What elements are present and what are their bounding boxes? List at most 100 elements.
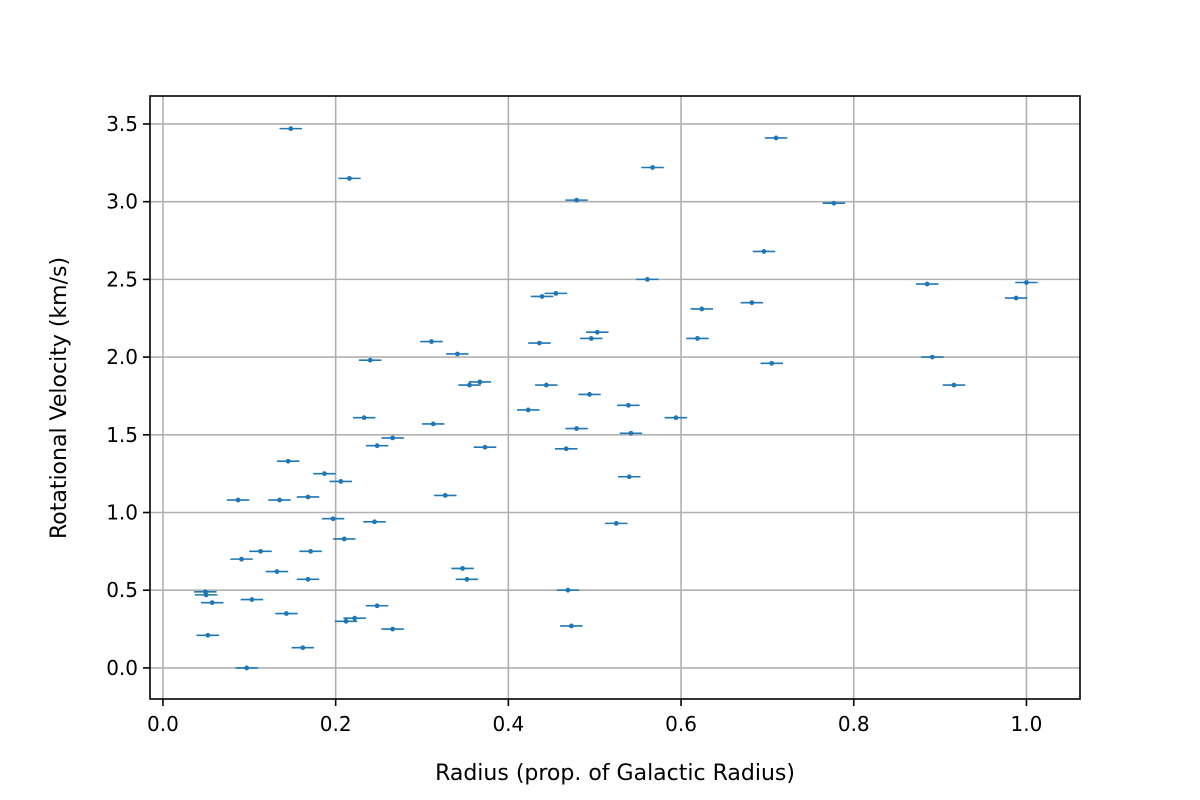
data-point [194,592,218,598]
data-point [530,294,554,299]
data-point [605,520,628,526]
point-marker [305,576,311,582]
point-marker [831,200,837,206]
data-point [516,407,540,413]
point-marker [924,281,930,287]
data-point [352,415,376,421]
data-point [565,426,588,431]
point-marker [625,402,631,408]
point-marker [429,339,434,344]
data-point [200,600,224,606]
point-marker [628,430,634,436]
data-point [554,446,578,452]
data-point [299,548,322,554]
point-marker [588,336,594,341]
data-point [580,336,603,341]
point-marker [308,548,314,554]
point-marker [613,520,619,526]
point-marker [209,600,215,606]
data-point [617,402,640,408]
data-point [544,290,568,296]
data-point [664,415,688,421]
y-tick-label: 0.5 [106,578,138,602]
y-tick-label: 3.5 [106,112,138,136]
point-marker [1024,280,1029,285]
data-point [196,632,220,638]
point-marker [274,569,280,574]
y-tick-label: 3.0 [106,190,138,214]
data-point [451,566,474,571]
data-point [740,300,764,306]
data-point [296,576,320,582]
x-tick-label: 0.0 [147,712,179,736]
data-point [321,516,345,522]
y-tick-label: 2.0 [106,345,138,369]
x-axis-label: Radius (prop. of Galactic Radius) [435,761,795,786]
point-marker [239,556,244,562]
point-marker [305,494,311,500]
data-point [915,281,939,287]
point-marker [543,382,549,388]
data-point [279,126,302,132]
data-point [458,382,481,388]
data-point [334,618,358,624]
data-point [473,444,497,450]
point-marker [482,444,488,450]
point-marker [539,294,545,299]
point-marker [563,446,569,452]
point-marker [644,276,650,282]
point-marker [249,597,255,602]
data-point [422,421,445,427]
y-tick-label: 1.0 [106,501,138,525]
data-point [619,430,643,436]
data-point [265,569,289,574]
point-marker [284,611,289,616]
point-marker [442,493,448,498]
x-tick-label: 0.8 [838,712,870,736]
data-point [535,382,558,388]
point-marker [695,336,700,341]
point-marker [626,474,632,480]
data-point [381,626,404,632]
data-point [760,360,783,366]
point-marker [300,645,306,651]
data-point [226,497,250,503]
data-point [586,329,609,335]
data-point [381,435,404,441]
point-marker [330,516,336,522]
data-point [686,336,709,341]
point-marker [341,536,347,542]
point-marker [347,175,352,181]
point-marker [467,382,472,388]
point-marker [258,548,263,554]
point-marker [235,497,241,503]
data-point [275,611,298,616]
point-marker [769,360,775,366]
data-point [752,249,776,254]
data-point [434,493,457,498]
y-axis-ticks: 0.0 0.5 1.0 1.5 2.0 2.5 3.0 3.5 [106,112,150,680]
x-tick-label: 1.0 [1011,712,1043,736]
point-marker [929,354,935,360]
data-point [268,497,291,503]
point-marker [390,435,396,441]
point-marker [699,306,705,312]
data-point [235,665,258,671]
data-point [420,339,443,344]
data-point [276,458,300,464]
data-point [565,197,588,203]
point-marker [565,587,571,593]
data-point [528,340,551,346]
point-marker [343,618,349,624]
point-marker [372,519,377,525]
plot-frame [149,95,1081,700]
data-point [636,276,659,282]
point-marker [455,351,460,357]
point-marker [477,379,483,385]
point-marker [244,665,250,671]
data-point [329,479,353,484]
data-point [455,576,479,582]
data-point [296,494,320,500]
data-point [338,175,361,181]
